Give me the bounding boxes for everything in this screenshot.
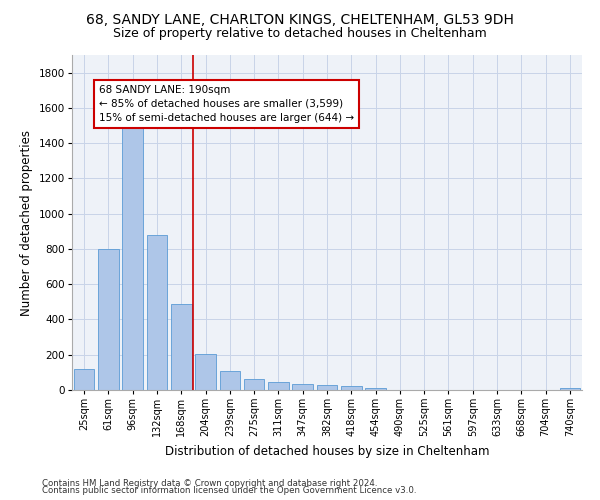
Bar — [560, 388, 580, 390]
Bar — [195, 354, 216, 390]
Text: 68, SANDY LANE, CHARLTON KINGS, CHELTENHAM, GL53 9DH: 68, SANDY LANE, CHARLTON KINGS, CHELTENH… — [86, 12, 514, 26]
Bar — [292, 384, 313, 390]
Text: Contains HM Land Registry data © Crown copyright and database right 2024.: Contains HM Land Registry data © Crown c… — [42, 478, 377, 488]
Bar — [146, 235, 167, 390]
Bar — [74, 369, 94, 390]
Bar — [98, 249, 119, 390]
Text: Size of property relative to detached houses in Cheltenham: Size of property relative to detached ho… — [113, 28, 487, 40]
Bar — [365, 388, 386, 390]
Text: 68 SANDY LANE: 190sqm
← 85% of detached houses are smaller (3,599)
15% of semi-d: 68 SANDY LANE: 190sqm ← 85% of detached … — [99, 85, 354, 123]
X-axis label: Distribution of detached houses by size in Cheltenham: Distribution of detached houses by size … — [165, 445, 489, 458]
Bar — [122, 128, 143, 390]
Bar — [341, 386, 362, 390]
Bar — [171, 304, 191, 390]
Text: Contains public sector information licensed under the Open Government Licence v3: Contains public sector information licen… — [42, 486, 416, 495]
Bar — [317, 384, 337, 390]
Y-axis label: Number of detached properties: Number of detached properties — [20, 130, 33, 316]
Bar — [268, 382, 289, 390]
Bar — [244, 378, 265, 390]
Bar — [220, 372, 240, 390]
